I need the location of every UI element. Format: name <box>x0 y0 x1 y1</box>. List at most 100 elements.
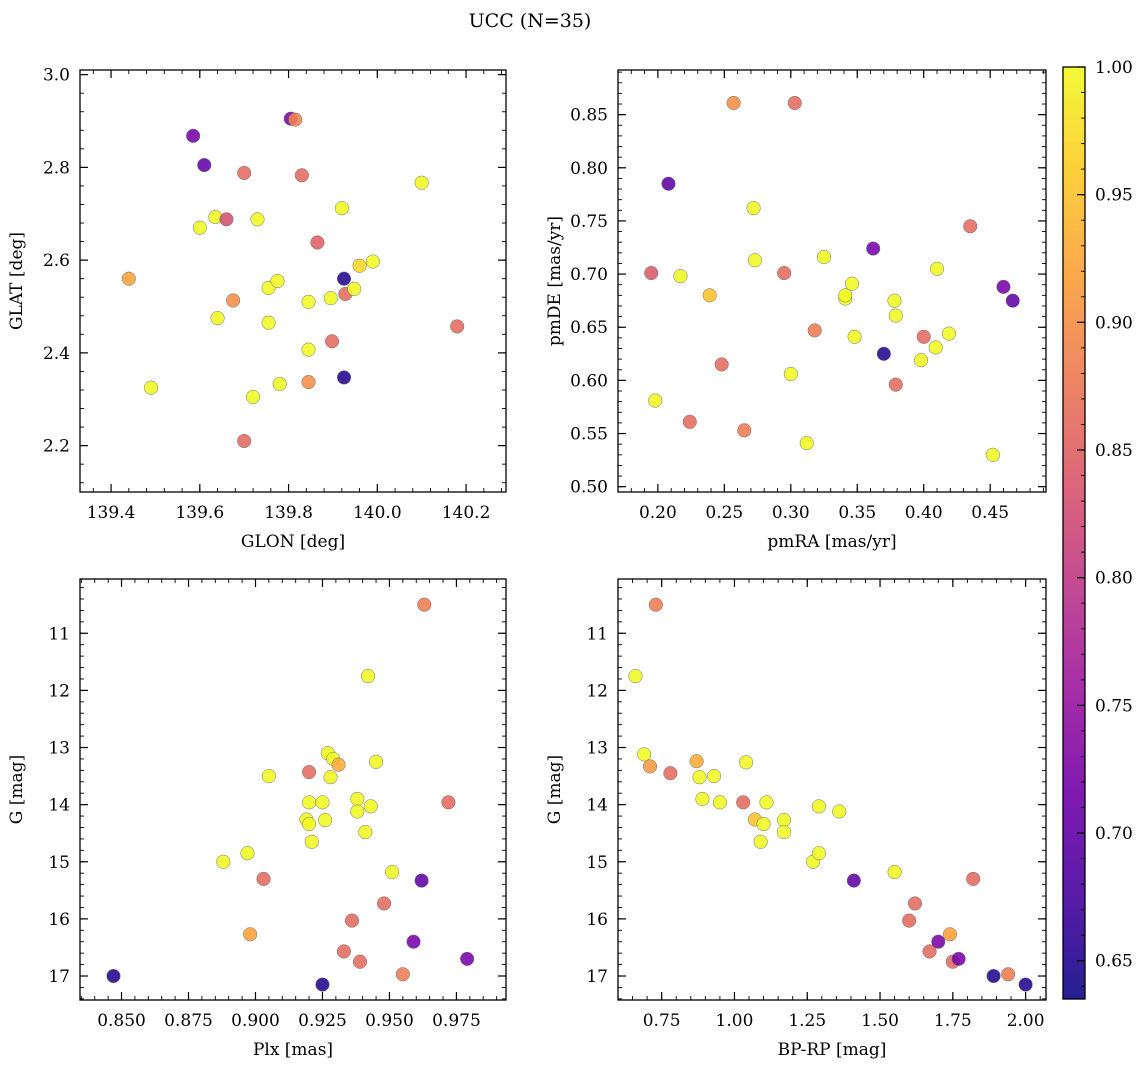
y-tick-label: 0.60 <box>570 371 608 391</box>
axes-frame <box>617 578 1047 1001</box>
scatter-point <box>663 766 678 781</box>
scatter-point <box>226 293 241 308</box>
y-tick-label: 11 <box>48 624 70 644</box>
scatter-point <box>712 795 727 810</box>
y-tick-label: 0.80 <box>570 159 608 179</box>
y-tick-label: 0.55 <box>570 425 608 445</box>
scatter-point <box>942 927 957 942</box>
scatter-point <box>637 747 652 762</box>
scatter-point <box>192 220 207 235</box>
scatter-point <box>783 366 798 382</box>
y-tick-label: 0.85 <box>570 106 608 126</box>
scatter-point <box>315 795 330 810</box>
scatter-point <box>323 291 338 306</box>
scatter-point <box>985 447 1000 462</box>
x-tick-label: 1.25 <box>788 1011 826 1031</box>
scatter-point <box>707 769 722 784</box>
y-tick-label: 13 <box>586 739 608 759</box>
colorbar-gradient <box>1063 67 1085 999</box>
scatter-point <box>916 329 931 344</box>
x-tick-label: 0.30 <box>772 503 810 523</box>
scatter-point <box>695 791 710 806</box>
data-points <box>628 597 1033 992</box>
scatter-point <box>261 769 276 784</box>
colorbar-frame <box>1062 66 1086 1000</box>
panel-4: 0.75 1.00 1.25 1.50 1.75 2.00 11 12 13 14 15 16 17 BP… <box>545 578 1047 1060</box>
scatter-point <box>644 265 659 281</box>
scatter-point <box>406 934 421 949</box>
y-tick-label: 2.2 <box>43 437 70 457</box>
scatter-point <box>363 799 378 814</box>
y-tick-label: 3.0 <box>43 66 70 86</box>
scatter-point <box>929 261 945 276</box>
colorbar-tick-label: 0.95 <box>1095 186 1133 206</box>
y-tick-label: 0.70 <box>570 265 608 285</box>
scatter-point <box>441 795 456 810</box>
scatter-point <box>334 201 349 216</box>
x-tick-label: 139.8 <box>264 503 313 523</box>
axes-frame <box>79 578 507 1001</box>
scatter-point <box>661 176 676 191</box>
x-tick-label: 140.0 <box>353 503 402 523</box>
x-axis-label: pmRA [mas/yr] <box>767 532 896 552</box>
x-tick-label: 0.925 <box>298 1011 347 1031</box>
scatter-point <box>847 329 862 344</box>
scatter-point <box>414 175 429 190</box>
y-tick-label: 14 <box>48 796 70 816</box>
scatter-point <box>1018 977 1033 992</box>
scatter-point <box>304 834 319 849</box>
y-tick-label: 17 <box>48 967 70 987</box>
scatter-point <box>237 433 252 449</box>
y-tick-label: 0.75 <box>570 212 608 232</box>
scatter-point <box>336 370 352 385</box>
y-tick-label: 16 <box>586 910 608 930</box>
scatter-point <box>776 813 792 828</box>
scatter-point <box>963 219 978 234</box>
scatter-point <box>450 319 465 334</box>
x-tick-label: 0.75 <box>643 1011 681 1031</box>
x-tick-label: 0.850 <box>97 1011 146 1031</box>
scatter-point <box>246 389 261 404</box>
data-points <box>644 95 1020 462</box>
scatter-point <box>838 288 853 303</box>
scatter-point <box>726 95 741 111</box>
y-axis-label: G [mag] <box>7 755 27 824</box>
y-tick-label: 0.65 <box>570 318 608 338</box>
x-tick-label: 0.900 <box>231 1011 280 1031</box>
x-tick-label: 2.00 <box>1007 1011 1045 1031</box>
scatter-point <box>753 834 768 849</box>
scatter-point <box>914 353 929 368</box>
y-axis-label: GLAT [deg] <box>7 232 27 330</box>
scatter-point <box>673 269 688 284</box>
x-tick-label: 0.35 <box>838 503 876 523</box>
colorbar: 0.65 0.70 0.75 0.80 0.85 0.90 0.95 1.00 <box>1062 58 1133 1000</box>
y-tick-label: 2.4 <box>43 344 70 364</box>
x-tick-label: 0.20 <box>639 503 677 523</box>
scatter-point <box>219 212 234 227</box>
scatter-point <box>301 294 316 309</box>
scatter-point <box>121 271 136 286</box>
scatter-point <box>888 377 903 392</box>
scatter-point <box>294 168 309 183</box>
colorbar-tick-label: 1.00 <box>1095 58 1133 78</box>
y-tick-label: 14 <box>586 796 608 816</box>
scatter-point <box>682 414 697 429</box>
axes-frame <box>79 69 507 493</box>
data-points <box>121 111 465 449</box>
scatter-point <box>702 288 717 303</box>
scatter-point <box>807 323 822 338</box>
scatter-point <box>846 873 861 888</box>
scatter-point <box>302 817 317 832</box>
scatter-point <box>243 927 258 942</box>
colorbar-tick-label: 0.90 <box>1095 313 1133 333</box>
scatter-point <box>261 315 276 330</box>
colorbar-tick-label: 0.65 <box>1095 952 1133 972</box>
scatter-point <box>966 871 981 886</box>
scatter-point <box>887 293 902 308</box>
y-tick-label: 12 <box>586 681 608 701</box>
scatter-point <box>318 813 333 828</box>
x-axis-label: GLON [deg] <box>241 532 345 552</box>
scatter-point <box>302 795 317 810</box>
scatter-point <box>360 669 376 684</box>
